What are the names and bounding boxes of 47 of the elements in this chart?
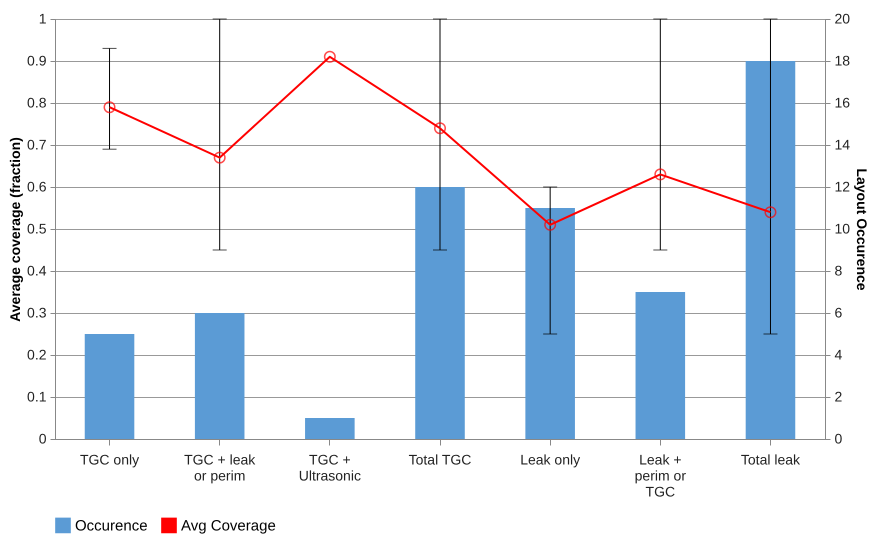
y2-tick-label: 4	[834, 346, 842, 362]
bar	[636, 292, 686, 439]
x-tick-label: Total TGC	[408, 452, 472, 468]
legend-label: Avg Coverage	[181, 517, 276, 534]
point	[104, 101, 116, 114]
bar	[746, 61, 796, 439]
point	[434, 122, 446, 134]
x-tick-label: Total leak	[740, 452, 802, 468]
point	[214, 152, 226, 164]
y2-tick-label: 14	[834, 136, 850, 152]
x-tick-label: TGC + Ultrasonic	[298, 452, 361, 484]
point	[544, 218, 556, 231]
y2-tick-label: 6	[834, 304, 842, 320]
y-tick-label: 0.1	[27, 388, 47, 404]
y-tick-label: 0.4	[27, 262, 47, 278]
y-tick-label: 0	[38, 430, 47, 446]
y2-tick-label: 18	[834, 52, 850, 68]
bar	[194, 313, 244, 439]
bar	[415, 187, 465, 439]
y-tick-label: 0.8	[27, 94, 47, 110]
y-tick-label: 0.2	[27, 346, 47, 362]
point	[324, 50, 336, 63]
y-tick-label: 1	[38, 10, 47, 26]
y2-tick-label: 10	[834, 220, 850, 236]
point	[764, 206, 776, 218]
x-tick-label: Leak only	[520, 452, 580, 468]
x-tick-label: TGC only	[80, 452, 140, 468]
y2-tick-label: 20	[834, 10, 850, 26]
x-tick-label: TGC + leak or perim	[184, 452, 256, 484]
y2-tick-label: 12	[834, 178, 850, 194]
legend-label: Occurence	[75, 517, 148, 534]
y2-tick-label: 16	[834, 94, 850, 110]
y-tick-label: 0.7	[27, 136, 47, 152]
y2-tick-label: 0	[834, 430, 842, 446]
y2-axis-title: Layout Occurence	[854, 168, 870, 291]
y-tick-label: 0.9	[27, 52, 47, 68]
y-tick-label: 0.5	[27, 220, 47, 236]
y-tick-label: 0.6	[27, 178, 47, 194]
x-tick-label: Leak + perim or TGC	[634, 452, 686, 500]
y2-tick-label: 8	[834, 262, 842, 278]
bar	[305, 418, 355, 439]
point	[654, 168, 666, 180]
y-axis-title: Average coverage (fraction)	[7, 137, 24, 322]
bar	[525, 208, 575, 439]
y2-tick-label: 2	[834, 388, 842, 404]
bar	[84, 334, 134, 439]
y-tick-label: 0.3	[27, 304, 47, 320]
